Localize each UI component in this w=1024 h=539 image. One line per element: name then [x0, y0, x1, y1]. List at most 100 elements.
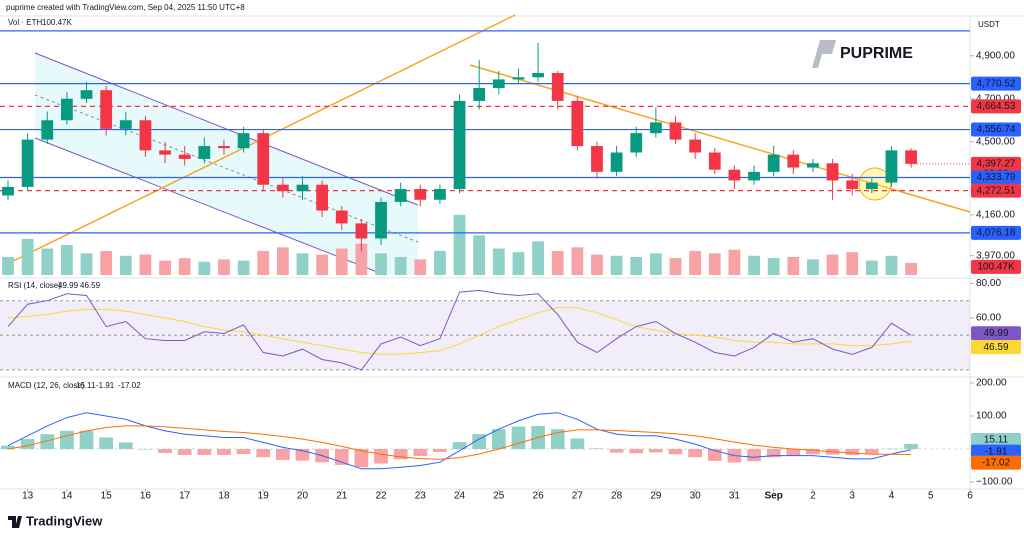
histogram-bar [1, 445, 15, 450]
histogram-bar [256, 449, 271, 458]
histogram-bar [707, 449, 722, 461]
histogram-bar [747, 449, 761, 462]
level-label: 4,272.51 [977, 185, 1016, 196]
candle-body [728, 169, 741, 181]
volume-bar [296, 253, 309, 275]
histogram-bar [452, 442, 467, 450]
level-label-box [971, 76, 1021, 91]
volume-bar [669, 258, 682, 275]
candle-body [826, 163, 839, 181]
volume-bar [512, 252, 525, 275]
series-last-box [971, 444, 1021, 459]
candle-body [846, 180, 859, 190]
candle-body [532, 72, 544, 78]
volume-bar [846, 252, 859, 275]
level-label: 4,770.52 [977, 78, 1016, 89]
x-tick-label: 3 [849, 491, 855, 502]
panel-title: MACD (12, 26, close) [8, 381, 85, 390]
logo-icon [8, 516, 22, 528]
candle-body [100, 90, 113, 129]
candle-body [296, 184, 309, 192]
volume-bar [257, 250, 270, 275]
candle-body [355, 223, 368, 239]
candle-body [630, 133, 643, 153]
candle-body [276, 184, 289, 192]
y-tick-label: 100.00 [976, 411, 1007, 422]
band-fill [0, 300, 970, 370]
volume-bar [139, 254, 152, 275]
series-last: -1.91 [985, 446, 1008, 457]
level-label-box [971, 122, 1021, 137]
volume-bar [865, 260, 878, 275]
candle-body [767, 154, 780, 172]
panel-value: -17.02 [118, 381, 141, 390]
volume-bar [61, 244, 73, 275]
level-label: 4,556.74 [977, 124, 1016, 135]
series-last: 46.59 [983, 342, 1008, 353]
histogram-bar [374, 449, 388, 464]
series-last-box [971, 455, 1021, 470]
histogram-bar [766, 449, 781, 458]
volume-bar [218, 259, 230, 275]
candle-body [237, 133, 250, 149]
x-tick-label: 20 [297, 491, 309, 502]
candle-body [21, 139, 34, 187]
series-last-box [971, 340, 1021, 355]
volume-bar [119, 255, 132, 275]
candle-body [316, 184, 329, 211]
x-tick-label: Sep [765, 491, 783, 502]
volume-title: Vol · ETH [8, 18, 42, 27]
volume-bar [2, 256, 14, 275]
x-tick-label: 2 [810, 491, 816, 502]
volume-label: 100.47K [977, 262, 1015, 273]
volume-bar [414, 259, 427, 275]
x-tick-label: 22 [375, 491, 387, 502]
candle-body [394, 189, 407, 202]
logo-text: TradingView [26, 513, 103, 528]
candle-body [571, 100, 584, 147]
candle-body [335, 210, 348, 224]
x-tick-label: 6 [967, 491, 973, 502]
histogram-last-box [971, 433, 1021, 448]
volume-bar [276, 247, 289, 275]
candle-body [375, 201, 387, 239]
volume-bar [610, 255, 623, 275]
volume-bar [178, 258, 191, 275]
series-last-box [971, 326, 1021, 341]
panel-value: 15.11 [76, 381, 96, 390]
y-tick-label: 4,900.00 [976, 50, 1015, 61]
volume-bar [237, 260, 250, 275]
candle-body [178, 154, 191, 159]
candle-body [119, 120, 132, 129]
volume-bar [394, 256, 407, 275]
channel-fill [35, 53, 418, 275]
x-tick-label: 16 [140, 491, 152, 502]
histogram-bar [118, 442, 133, 450]
candle-body [492, 79, 505, 89]
level-label: 4,333.79 [977, 172, 1016, 183]
candle-body [139, 120, 152, 151]
indicator-line [7, 289, 912, 371]
histogram-bar [20, 439, 35, 450]
candle-body [257, 133, 270, 185]
histogram-bar [649, 449, 663, 453]
histogram-bar [688, 449, 703, 458]
histogram-bar [668, 449, 683, 455]
histogram-bar [570, 438, 585, 450]
candle-body [551, 72, 564, 101]
volume-bar [689, 250, 702, 275]
x-tick-label: 25 [493, 491, 505, 502]
volume-bar [807, 259, 819, 275]
histogram-bar [99, 437, 114, 450]
candle-body [159, 150, 171, 155]
level-label: 4,076.18 [977, 227, 1016, 238]
histogram-bar [40, 434, 55, 450]
watermark: PUPRIME [812, 40, 913, 68]
histogram-bar [354, 449, 369, 468]
candle-body [61, 98, 73, 121]
watermark-icon [812, 40, 836, 68]
histogram-bar [177, 449, 192, 455]
histogram-bar [393, 449, 408, 460]
candle-body [708, 152, 721, 170]
candle-body [473, 88, 486, 101]
